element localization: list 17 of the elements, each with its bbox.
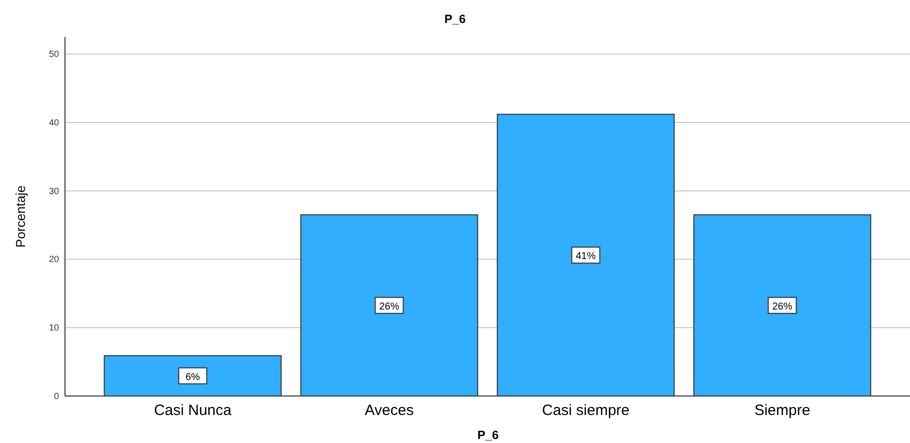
- y-tick-label: 30: [48, 186, 59, 196]
- y-tick-label: 50: [48, 49, 59, 60]
- x-tick-label: Aveces: [364, 402, 414, 419]
- x-tick-label: Siempre: [754, 402, 810, 419]
- data-label: 41%: [576, 251, 596, 262]
- y-tick-label: 0: [54, 391, 59, 401]
- y-tick-label: 10: [48, 322, 59, 333]
- y-axis-title: Porcentaje: [13, 185, 28, 248]
- data-label: 6%: [186, 372, 200, 383]
- x-tick-label: Casi siempre: [542, 402, 630, 419]
- data-label: 26%: [772, 301, 792, 312]
- data-label: 26%: [379, 301, 400, 312]
- chart-title: P_6: [444, 12, 466, 26]
- x-tick-label: Casi Nunca: [154, 402, 232, 419]
- x-axis-title: P_6: [477, 428, 499, 442]
- y-tick-label: 20: [48, 254, 59, 264]
- y-tick-label: 40: [48, 117, 59, 128]
